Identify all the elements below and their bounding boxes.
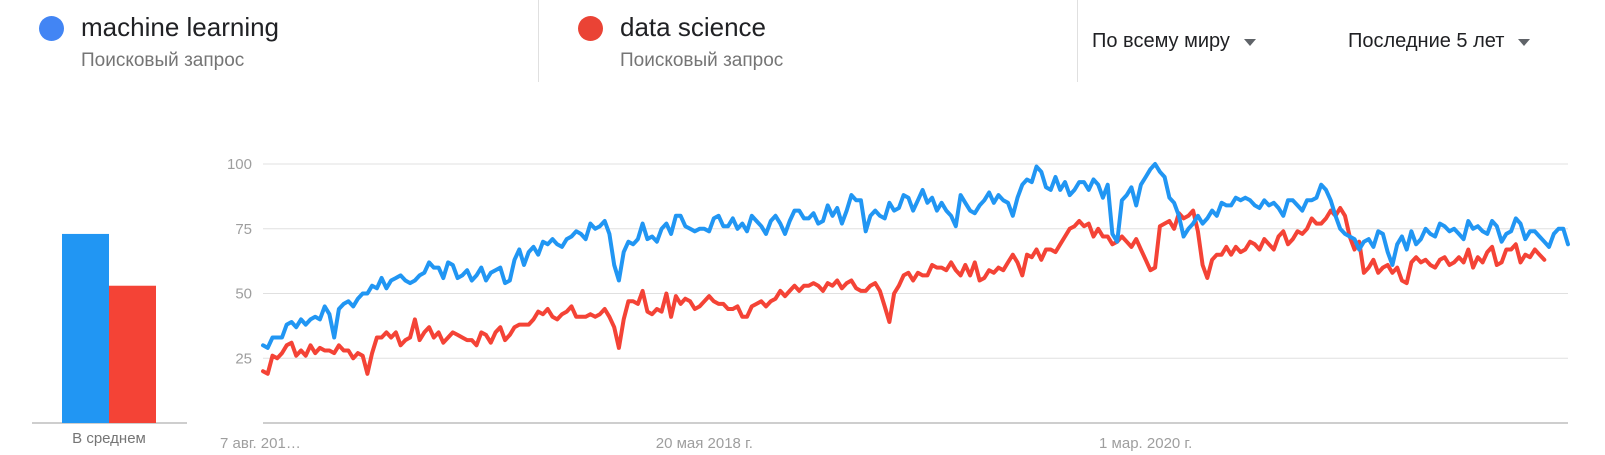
term-color-dot (578, 16, 603, 41)
interest-over-time-chart[interactable]: В среднем 25 50 75 100 7 авг. 201… 20 мая 2018… (0, 130, 1605, 455)
term-name: data science (620, 12, 766, 42)
x-tick-label: 1 мар. 2020 г. (1099, 435, 1192, 452)
term-color-dot (39, 16, 64, 41)
caret-down-icon (1518, 39, 1531, 46)
x-tick-label: 20 мая 2018 г. (656, 435, 753, 452)
x-tick-label: 7 авг. 201… (220, 435, 301, 452)
region-filter-label: По всему миру (1092, 30, 1230, 52)
series-line-machine-learning (261, 162, 1570, 350)
comparison-header: machine learning Поисковый запрос data s… (0, 0, 1605, 82)
average-bar-machine-learning (62, 233, 109, 423)
period-filter-label: Последние 5 лет (1348, 30, 1505, 52)
y-tick-label: 100 (227, 156, 252, 173)
term-name: machine learning (81, 12, 280, 42)
series-line-data-science (261, 206, 1547, 376)
term-type: Поисковый запрос (620, 50, 784, 71)
region-filter-dropdown[interactable]: По всему миру (1092, 30, 1256, 53)
caret-down-icon (1243, 39, 1256, 46)
y-tick-label: 25 (235, 350, 252, 367)
term-card-machine-learning[interactable]: machine learning Поисковый запрос (0, 0, 539, 82)
average-bar-data-science (109, 285, 156, 423)
period-filter-dropdown[interactable]: Последние 5 лет (1348, 30, 1531, 53)
term-type: Поисковый запрос (81, 50, 245, 71)
y-tick-label: 50 (235, 286, 252, 303)
y-tick-label: 75 (235, 221, 252, 238)
averages-label: В среднем (72, 430, 146, 447)
term-card-data-science[interactable]: data science Поисковый запрос (539, 0, 1078, 82)
